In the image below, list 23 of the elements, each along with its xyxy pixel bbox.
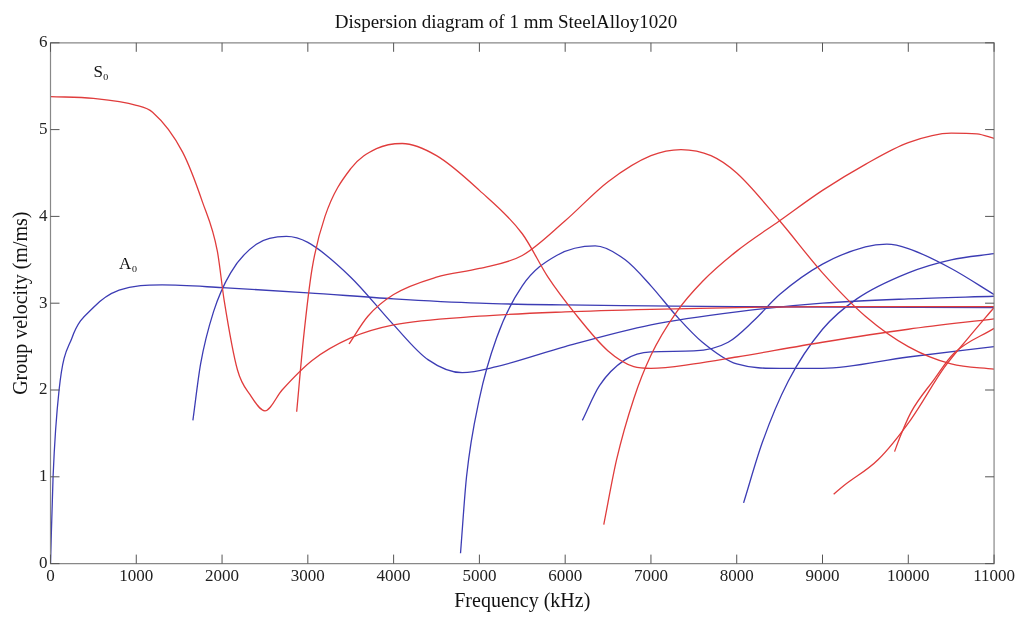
y-tick-label: 0 bbox=[39, 553, 48, 573]
y-tick-label: 3 bbox=[39, 292, 48, 312]
x-tick-label: 1000 bbox=[119, 566, 154, 586]
y-tick-label: 4 bbox=[39, 205, 48, 225]
x-tick-label: 4000 bbox=[376, 566, 411, 586]
x-tick-label: 2000 bbox=[205, 566, 240, 586]
y-tick-label: 5 bbox=[39, 119, 48, 139]
x-tick-label: 11000 bbox=[973, 566, 1015, 586]
x-tick-label: 3000 bbox=[290, 566, 325, 586]
x-tick-label: 5000 bbox=[462, 566, 497, 586]
x-tick-label: 8000 bbox=[719, 566, 754, 586]
x-axis-title: Frequency (kHz) bbox=[454, 589, 591, 613]
y-tick-label: 6 bbox=[39, 32, 48, 52]
series-label: S₀ bbox=[93, 61, 109, 81]
x-tick-label: 9000 bbox=[805, 566, 840, 586]
y-tick-label: 2 bbox=[39, 379, 48, 399]
x-tick-label: 10000 bbox=[887, 566, 930, 586]
chart-title: Dispersion diagram of 1 mm SteelAlloy1020 bbox=[334, 11, 678, 33]
x-tick-label: 6000 bbox=[548, 566, 583, 586]
y-tick-label: 1 bbox=[39, 466, 48, 486]
x-tick-label: 7000 bbox=[633, 566, 668, 586]
series-label: A₀ bbox=[119, 253, 138, 273]
y-axis-title: Group velocity (m/ms) bbox=[9, 211, 33, 395]
